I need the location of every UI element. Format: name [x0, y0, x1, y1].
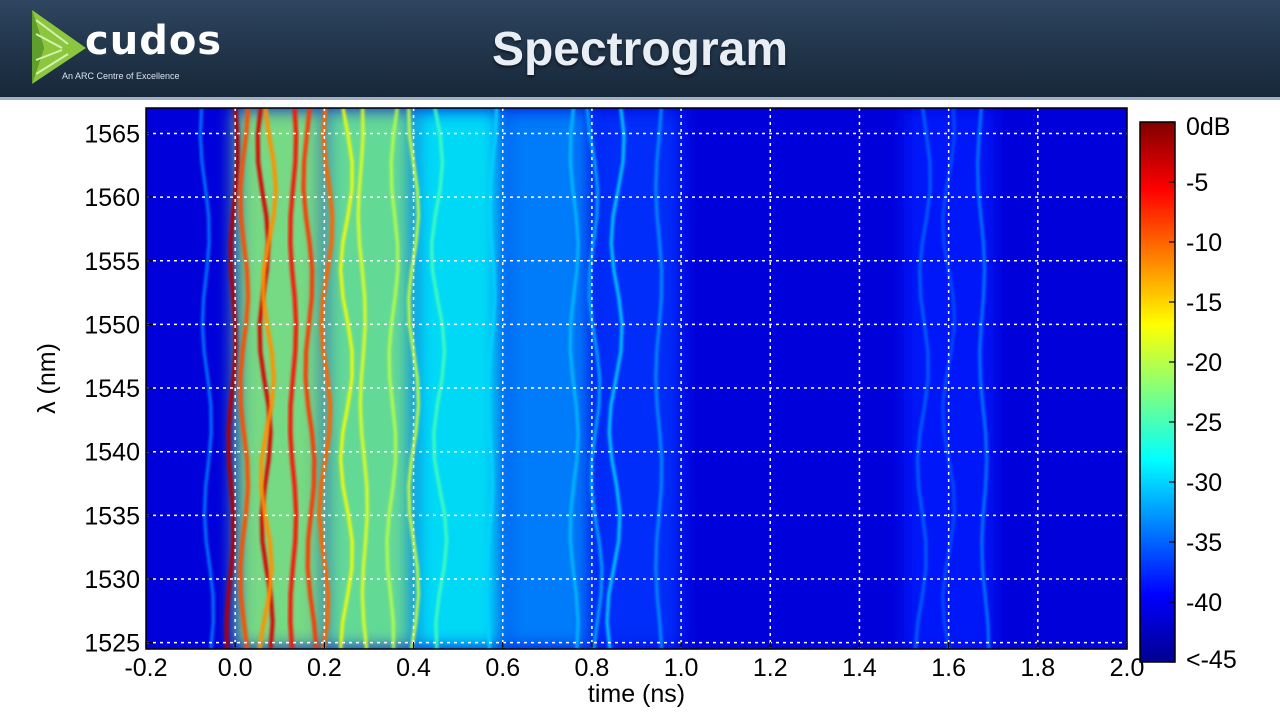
y-tick-label: 1530	[84, 566, 140, 594]
logo-wordmark: cudos	[85, 18, 223, 64]
slide-title: Spectrogram	[491, 23, 789, 76]
intensity-trace	[356, 108, 369, 649]
intensity-trace	[288, 108, 299, 649]
intensity-trace	[913, 108, 932, 649]
colorbar-tick-label: -30	[1186, 469, 1222, 497]
intensity-trace	[941, 108, 957, 649]
y-tick-label: 1545	[84, 375, 140, 403]
intensity-trace	[407, 108, 421, 649]
y-tick-label: 1560	[84, 184, 140, 212]
intensity-trace	[568, 108, 580, 649]
intensity-band	[235, 108, 325, 649]
x-tick-label: 1.8	[1020, 654, 1055, 682]
slide-header: cudos An ARC Centre of Excellence Spectr…	[0, 0, 1280, 100]
y-tick-label: 1550	[84, 311, 140, 339]
colorbar: 0dB -5 -10 -15 -20 -25 -30 -35 -40 <-45	[1139, 113, 1237, 674]
logo-tagline: An ARC Centre of Excellence	[62, 71, 180, 81]
colorbar-scale	[1139, 121, 1176, 663]
x-tick-label: 1.6	[931, 654, 966, 682]
x-tick-label: 0.0	[218, 654, 253, 682]
y-axis-label: λ (nm)	[33, 343, 61, 414]
grid-lines	[146, 108, 1127, 649]
colorbar-tick-label: -40	[1186, 589, 1222, 617]
x-tick-label: 0.8	[575, 654, 610, 682]
y-tick-label: 1555	[84, 248, 140, 276]
intensity-band	[502, 108, 592, 649]
colorbar-tick-label: -20	[1186, 349, 1222, 377]
x-tick-label: 1.2	[753, 654, 788, 682]
intensity-trace	[385, 108, 400, 649]
spectrogram-chart: -0.2 0.0 0.2 0.4 0.6 0.8 1.0 1.2 1.4 1.6 1.8 2.0 15…	[33, 107, 1237, 708]
intensity-trace	[976, 108, 991, 649]
intensity-band	[324, 108, 414, 649]
intensity-band	[591, 108, 682, 649]
intensity-trace	[654, 108, 664, 649]
colorbar-tick-label: 0dB	[1186, 113, 1230, 141]
x-tick-label: 2.0	[1110, 654, 1145, 682]
x-tick-label: 1.4	[842, 654, 877, 682]
x-tick-label: 0.4	[396, 654, 431, 682]
intensity-trace	[339, 108, 354, 649]
x-axis-label: time (ns)	[588, 680, 685, 708]
plot-area	[145, 107, 1128, 650]
colorbar-tick-label: -15	[1186, 289, 1222, 317]
intensity-trace	[198, 108, 215, 649]
y-tick-label: 1535	[84, 502, 140, 530]
colorbar-tick-label: -5	[1186, 169, 1208, 197]
x-tick-label: 0.6	[485, 654, 520, 682]
logo-mark-icon	[32, 10, 86, 84]
intensity-trace	[255, 108, 275, 649]
x-axis-ticks: -0.2 0.0 0.2 0.4 0.6 0.8 1.0 1.2 1.4 1.6 1.8 2.0	[124, 642, 1144, 682]
intensity-trace	[605, 108, 626, 649]
cudos-logo: cudos An ARC Centre of Excellence	[28, 8, 248, 88]
colorbar-tick-label: <-45	[1186, 646, 1237, 674]
y-axis-ticks: 1525 1530 1535 1540 1545 1550 1555 1560 1565	[84, 120, 153, 658]
colorbar-ticks: 0dB -5 -10 -15 -20 -25 -30 -35 -40 <-45	[1169, 113, 1237, 674]
intensity-trace	[257, 108, 278, 649]
x-tick-label: -0.2	[124, 654, 167, 682]
plot-frame	[145, 107, 1128, 650]
x-tick-label: 1.0	[664, 654, 699, 682]
intensity-traces	[198, 108, 991, 649]
intensity-bands	[235, 108, 994, 649]
y-tick-label: 1540	[84, 439, 140, 467]
intensity-trace	[301, 108, 319, 649]
intensity-trace	[585, 108, 604, 649]
intensity-trace	[430, 108, 449, 649]
intensity-trace	[238, 108, 251, 649]
x-tick-label: 0.2	[307, 654, 342, 682]
y-tick-label: 1525	[84, 630, 140, 658]
colorbar-tick-label: -35	[1186, 529, 1222, 557]
colorbar-tick-label: -25	[1186, 409, 1222, 437]
intensity-trace	[484, 108, 499, 649]
intensity-trace	[224, 108, 240, 649]
colorbar-tick-label: -10	[1186, 229, 1222, 257]
y-tick-label: 1565	[84, 120, 140, 148]
